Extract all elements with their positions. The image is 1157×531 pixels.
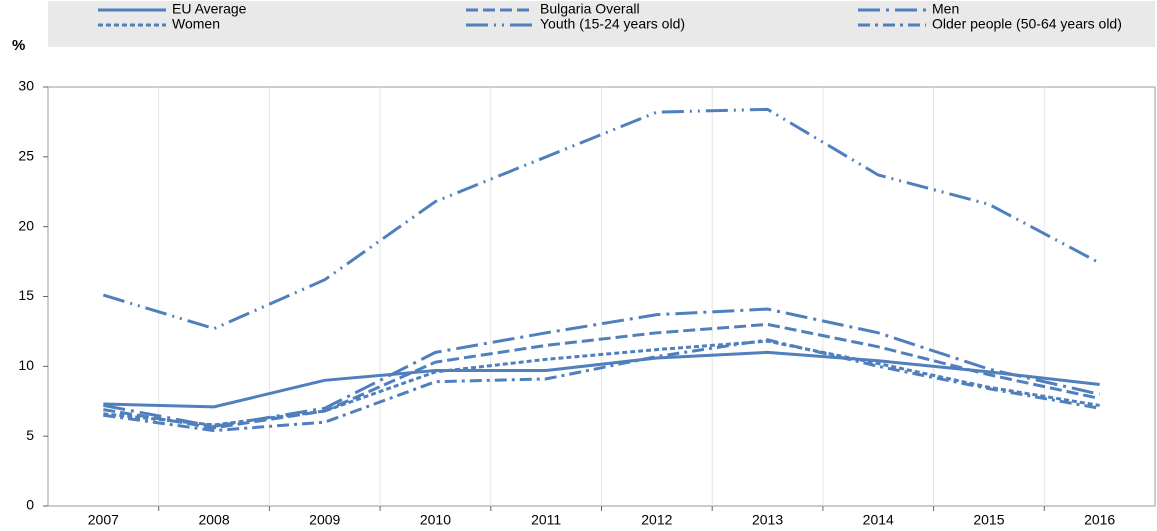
y-tick-label: 25	[18, 148, 34, 164]
x-tick-label: 2016	[1084, 512, 1115, 528]
x-tick-label: 2011	[531, 512, 561, 528]
series-line	[103, 307, 1100, 428]
x-tick-label: 2013	[752, 512, 783, 528]
x-tick-label: 2015	[973, 512, 1004, 528]
y-tick-label: 30	[18, 78, 34, 94]
series-line	[103, 338, 1100, 433]
x-tick-label: 2014	[863, 512, 894, 528]
x-tick-label: 2008	[198, 512, 229, 528]
y-tick-label: 15	[18, 287, 34, 303]
y-axis-label: %	[12, 37, 25, 54]
y-tick-label: 5	[26, 427, 34, 443]
y-tick-label: 10	[18, 357, 34, 373]
x-tick-label: 2012	[641, 512, 672, 528]
x-tick-label: 2009	[309, 512, 340, 528]
x-tick-label: 2010	[420, 512, 451, 528]
legend-label: EU Average	[172, 1, 247, 17]
y-tick-label: 20	[18, 217, 34, 233]
series-line	[103, 350, 1100, 409]
legend-background	[48, 1, 1155, 47]
legend-label: Women	[172, 16, 220, 32]
series-line	[102, 107, 1101, 331]
legend-label: Bulgaria Overall	[540, 1, 640, 17]
legend-label: Men	[932, 1, 959, 17]
series-line	[103, 322, 1100, 430]
legend-label: Youth (15-24 years old)	[540, 16, 685, 32]
x-tick-label: 2007	[88, 512, 119, 528]
legend-label: Older people (50-64 years old)	[932, 16, 1122, 32]
series-line	[103, 339, 1100, 427]
y-tick-label: 0	[26, 497, 34, 513]
